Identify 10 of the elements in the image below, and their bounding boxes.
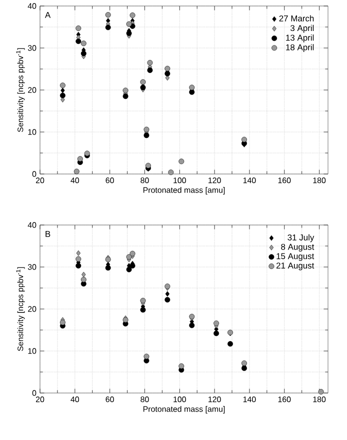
text: B [46,231,50,237]
legend-label: 15 August [276,253,314,261]
legend-label: 18 April [286,44,314,52]
legend-label: 8 August [281,244,314,252]
text: A [44,12,51,18]
legend-label: 3 April [290,24,314,33]
legend-label: 31 July [288,234,314,242]
legend-label: 21 August [276,262,314,270]
legend-label: 13 April [286,34,314,42]
legend-label: 27 March [279,15,314,22]
